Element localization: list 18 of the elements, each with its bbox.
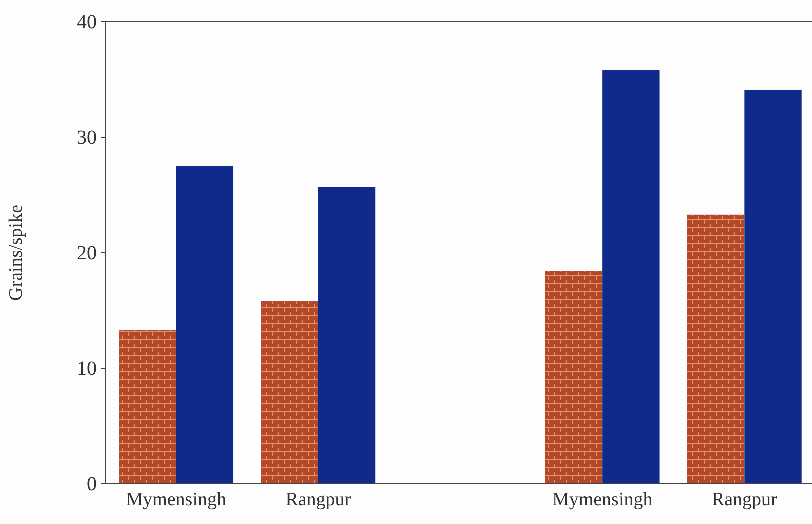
y-tick-label: 0 [87,473,97,496]
x-tick-label: Mymensingh [126,489,227,510]
y-tick-label: 40 [77,11,97,34]
y-tick-label: 30 [77,126,97,149]
bar [744,90,802,484]
y-axis-title: Grains/spike [6,204,27,302]
bar [318,187,376,484]
bar [176,166,234,484]
y-tick-label: 10 [77,358,97,380]
x-tick-label: Rangpur [286,489,352,510]
y-tick-label: 20 [77,242,97,264]
bar [545,271,603,484]
bar [602,70,660,484]
bar [261,302,318,484]
x-tick-label: Rangpur [712,489,778,510]
bar [687,214,745,484]
x-tick-label: Mymensingh [552,489,654,510]
bar [119,330,176,484]
